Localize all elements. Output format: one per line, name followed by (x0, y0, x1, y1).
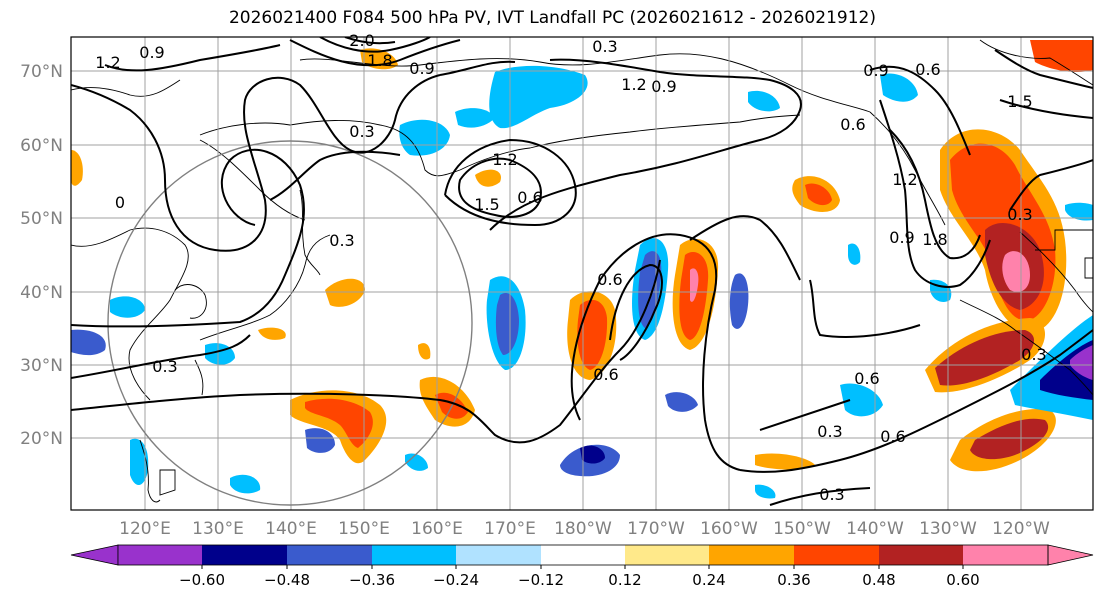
contour-label: 1.5 (474, 195, 499, 214)
contour-labels: 0.91.22.01.8 0.90.31.2 0.90.9 0.61.50.60.31… (95, 31, 1046, 504)
contour-label: 0.3 (819, 485, 844, 504)
contour-label: 0.6 (854, 369, 879, 388)
contour-label: 0.9 (409, 59, 434, 78)
gridlines (71, 37, 1093, 510)
contour-label: 0.3 (1007, 205, 1032, 224)
longitude-label: 150°E (338, 519, 390, 539)
latitude-label: 60°N (20, 136, 63, 156)
colorbar-bin (541, 545, 625, 565)
longitude-label: 150°W (773, 519, 831, 539)
colorbar-bin (202, 545, 287, 565)
contour-label: 0.9 (863, 61, 888, 80)
colorbar-tick-label: 0.36 (777, 571, 810, 589)
latitude-labels: 70°N 60°N 50°N 40°N 30°N 20°N (20, 62, 63, 449)
longitude-label: 180°W (554, 519, 612, 539)
contour-label: 0.6 (840, 115, 865, 134)
colorbar-tick-label: −0.36 (349, 571, 395, 589)
map-frame (70, 36, 1094, 511)
contour-label: 0.9 (889, 228, 914, 247)
region-circle (107, 140, 473, 506)
latitude-label: 40°N (20, 283, 63, 303)
contour-label: 1.8 (922, 230, 947, 249)
colorbar-bin (287, 545, 372, 565)
colorbar-tick-label: 0.48 (862, 571, 895, 589)
contour-label: 2.0 (349, 31, 374, 50)
longitude-label: 160°E (411, 519, 463, 539)
longitude-label: 170°E (484, 519, 536, 539)
contour-label: 0.3 (152, 357, 177, 376)
latitude-label: 50°N (20, 209, 63, 229)
contour-label: 0 (115, 193, 125, 212)
contour-label: 0.3 (1021, 345, 1046, 364)
longitude-labels: 120°E 130°E 140°E 150°E 160°E 170°E 180°W 170°W… (119, 519, 1050, 539)
map-background (71, 37, 1093, 510)
colorbar-bin (118, 545, 202, 565)
contour-label: 0.6 (915, 60, 940, 79)
colorbar-bin (879, 545, 963, 565)
contour-label: 1.2 (621, 75, 646, 94)
colorbar-tick-label: 0.24 (692, 571, 725, 589)
contour-label: 0.6 (517, 188, 542, 207)
longitude-label: 140°W (846, 519, 904, 539)
contour-label: 1.8 (367, 51, 392, 70)
colorbar-tick-label: −0.60 (179, 571, 225, 589)
contour-label: 0.3 (592, 37, 617, 56)
contour-label: 0.6 (593, 365, 618, 384)
colorbar-tick-label: −0.48 (264, 571, 310, 589)
latitude-label: 70°N (20, 62, 63, 82)
longitude-label: 120°W (992, 519, 1050, 539)
colorbar-tick-label: 0.12 (608, 571, 641, 589)
colorbar-bin (963, 545, 1048, 565)
colorbar-bin (709, 545, 794, 565)
contour-label: 0.3 (817, 422, 842, 441)
longitude-label: 140°E (265, 519, 317, 539)
map-title: 2026021400 F084 500 hPa PV, IVT Landfall… (228, 8, 876, 28)
colorbar-bin (794, 545, 879, 565)
longitude-label: 130°E (192, 519, 244, 539)
colorbar-outline (117, 544, 1049, 566)
colorbar-extend-low (70, 544, 119, 566)
contour-label: 0.3 (349, 122, 374, 141)
colorbar-tick-label: −0.24 (433, 571, 479, 589)
contour-label: 0.9 (651, 77, 676, 96)
contour-label: 0.9 (139, 43, 164, 62)
contour-label: 1.2 (892, 170, 917, 189)
latitude-label: 20°N (20, 429, 63, 449)
colorbar-extend-high (1047, 544, 1094, 566)
longitude-label: 120°E (119, 519, 171, 539)
contour-label: 0.6 (880, 427, 905, 446)
colorbar-bin (456, 545, 541, 565)
contour-label: 1.2 (95, 53, 120, 72)
colorbar-tick-label: −0.12 (518, 571, 564, 589)
contour-label: 0.3 (329, 231, 354, 250)
ivt-shading (71, 40, 1093, 499)
longitude-label: 160°W (700, 519, 758, 539)
pv-contours (71, 37, 1093, 506)
contour-label: 1.2 (492, 150, 517, 169)
colorbar: −0.60 −0.48 −0.36 −0.24 −0.12 0.12 0.24 0.36 0.4… (70, 544, 1094, 589)
longitude-label: 130°W (919, 519, 977, 539)
contour-label: 1.5 (1007, 92, 1032, 111)
contour-label: 0.6 (597, 270, 622, 289)
colorbar-bin (625, 545, 709, 565)
latitude-label: 30°N (20, 356, 63, 376)
colorbar-tick-label: 0.60 (946, 571, 979, 589)
longitude-label: 170°W (627, 519, 685, 539)
colorbar-bin (372, 545, 456, 565)
